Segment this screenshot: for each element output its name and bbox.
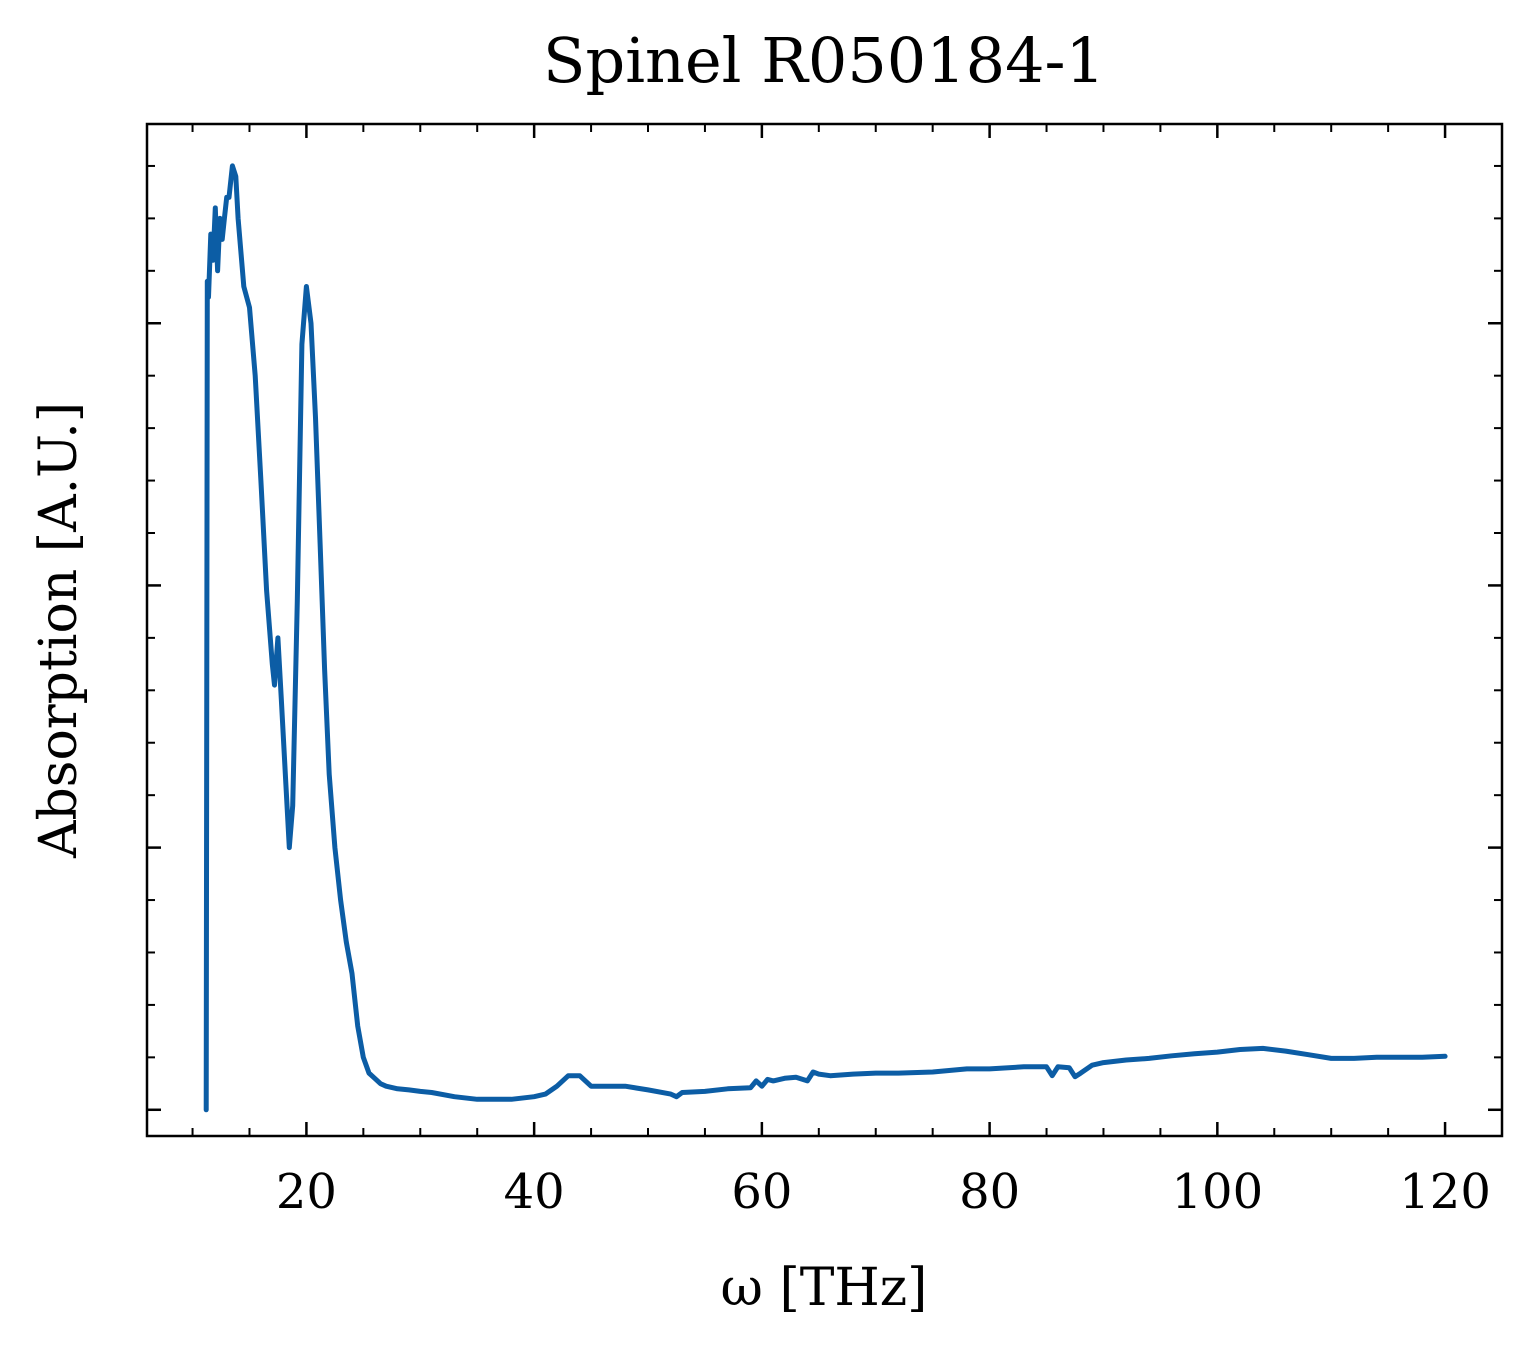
x-tick-label: 60 <box>731 1164 792 1220</box>
x-axis-ticks <box>191 124 1503 1136</box>
series-line-0 <box>203 163 1448 1113</box>
y-axis-label: Absorption [A.U.] <box>29 402 89 859</box>
x-tick-label: 100 <box>1172 1164 1264 1220</box>
chart-title: Spinel R050184-1 <box>543 24 1105 97</box>
plot-frame <box>145 122 1504 1138</box>
x-axis-label: ω [THz] <box>721 1258 928 1318</box>
x-tick-label: 40 <box>504 1164 565 1220</box>
x-tick-label: 80 <box>959 1164 1020 1220</box>
x-tick-label: 20 <box>276 1164 337 1220</box>
y-axis-ticks <box>147 164 1502 1112</box>
x-tick-labels: 20 40 60 80 100 120 <box>276 1164 1491 1220</box>
series-layer <box>203 163 1448 1113</box>
x-tick-label: 120 <box>1399 1164 1491 1220</box>
